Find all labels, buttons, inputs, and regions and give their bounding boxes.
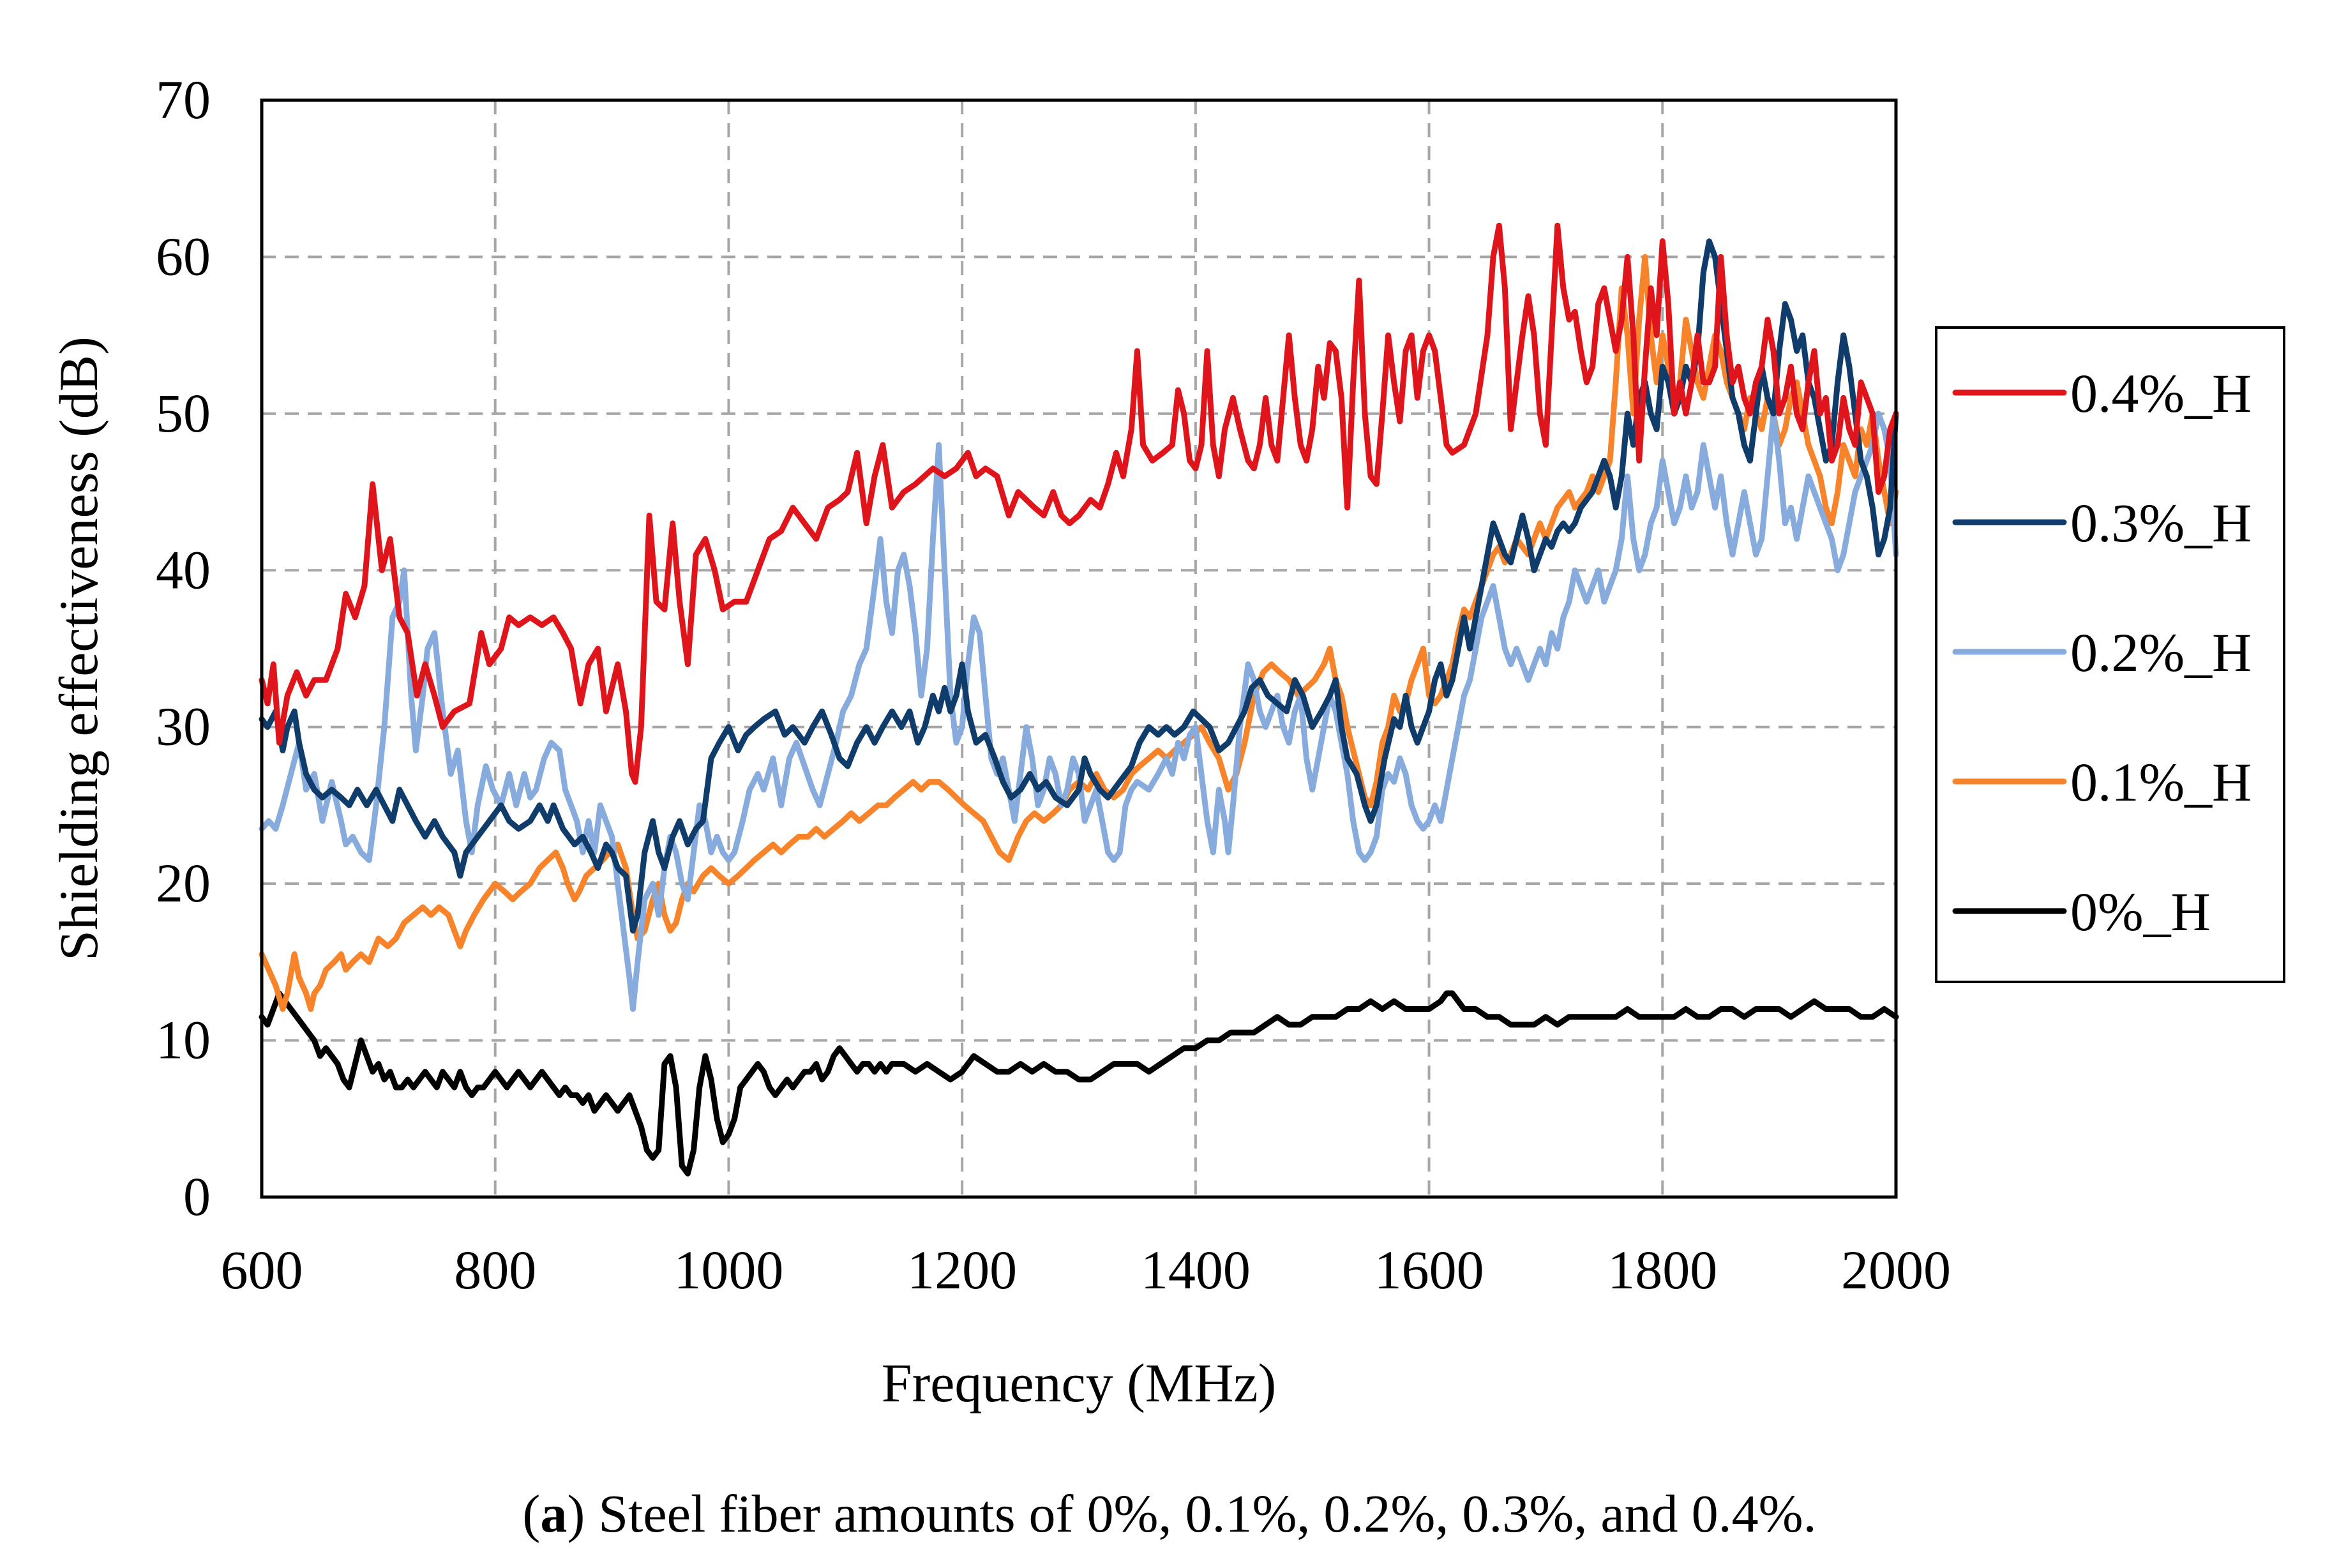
y-tick-labels: 0 10 20 30 40 50 60 70 bbox=[156, 69, 211, 1227]
caption-open-paren: ( bbox=[522, 1484, 541, 1544]
legend-label: 0%_H bbox=[2070, 881, 2211, 942]
legend-label: 0.2%_H bbox=[2070, 622, 2252, 683]
x-tick-label: 1800 bbox=[1607, 1239, 1717, 1300]
x-tick-label: 600 bbox=[221, 1239, 303, 1300]
y-tick-label: 50 bbox=[156, 382, 211, 444]
series-line-0-2-h bbox=[259, 411, 1899, 1012]
y-tick-label: 10 bbox=[156, 1009, 211, 1071]
caption-label: a bbox=[540, 1484, 568, 1544]
y-tick-label: 40 bbox=[156, 539, 211, 600]
legend-label: 0.1%_H bbox=[2070, 751, 2252, 813]
figure-caption: (a) Steel fiber amounts of 0%, 0.1%, 0.2… bbox=[0, 1488, 2339, 1541]
x-tick-label: 1400 bbox=[1141, 1239, 1251, 1300]
y-tick-label: 20 bbox=[156, 852, 211, 914]
y-tick-label: 0 bbox=[183, 1166, 211, 1227]
x-tick-label: 800 bbox=[454, 1239, 536, 1300]
y-tick-label: 60 bbox=[156, 225, 211, 287]
x-axis-label: Frequency (MHz) bbox=[882, 1352, 1277, 1413]
caption-text: ) Steel fiber amounts of 0%, 0.1%, 0.2%,… bbox=[567, 1484, 1817, 1544]
plot-frame bbox=[260, 98, 1898, 1199]
x-tick-label: 1600 bbox=[1374, 1239, 1484, 1300]
x-tick-label: 2000 bbox=[1841, 1239, 1951, 1300]
grid-lines bbox=[262, 100, 1896, 1197]
series-line-0-4-h bbox=[259, 222, 1899, 785]
series-lines bbox=[259, 222, 1899, 1177]
y-tick-label: 70 bbox=[156, 69, 211, 130]
legend: 0.4%_H 0.3%_H 0.2%_H 0.1%_H 0%_H bbox=[1935, 326, 2285, 983]
x-tick-labels: 600 800 1000 1200 1400 1600 1800 2000 bbox=[221, 1239, 1952, 1300]
y-tick-label: 30 bbox=[156, 696, 211, 757]
y-axis-label: Shielding effectiveness (dB) bbox=[48, 336, 109, 961]
x-tick-label: 1200 bbox=[907, 1239, 1017, 1300]
legend-label: 0.3%_H bbox=[2070, 492, 2252, 554]
series-line-0-h bbox=[259, 990, 1899, 1177]
legend-label: 0.4%_H bbox=[2070, 363, 2252, 424]
x-tick-label: 1000 bbox=[673, 1239, 783, 1300]
